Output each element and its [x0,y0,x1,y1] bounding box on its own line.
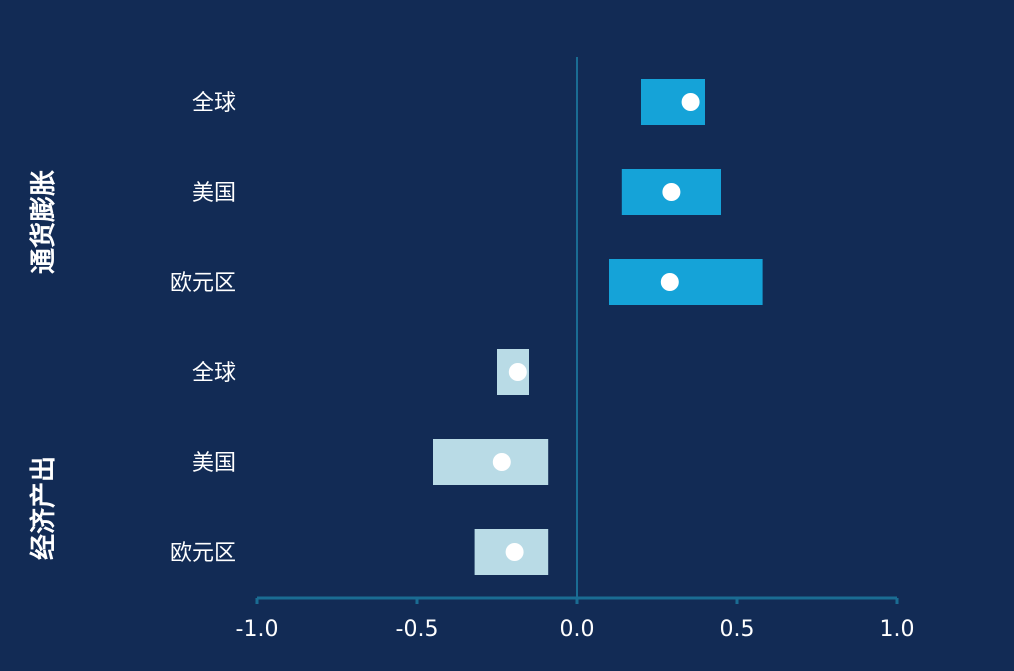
point-estimate-dot [662,183,681,201]
x-tick-label: -0.5 [396,617,439,642]
group-label: 经济产出 [28,456,59,560]
axes-layer [255,57,899,604]
point-estimate-dot [681,93,700,111]
point-estimate-dot [505,543,524,561]
x-tick-label: 0.0 [560,617,595,642]
point-estimate-dot [660,273,679,291]
row-label: 美国 [192,451,236,476]
x-tick-label: -1.0 [236,617,279,642]
range-bar [433,439,549,485]
bars-layer [433,79,763,575]
row-label: 欧元区 [170,271,236,296]
row-label: 全球 [192,91,236,116]
range-bar [609,259,763,305]
row-label: 全球 [192,361,236,386]
point-estimate-dot [508,363,527,381]
group-label: 通货膨胀 [28,170,59,274]
row-label: 欧元区 [170,541,236,566]
point-estimate-dot [492,453,511,471]
x-tick-label: 1.0 [880,617,915,642]
row-label: 美国 [192,181,236,206]
x-tick-label: 0.5 [720,617,755,642]
